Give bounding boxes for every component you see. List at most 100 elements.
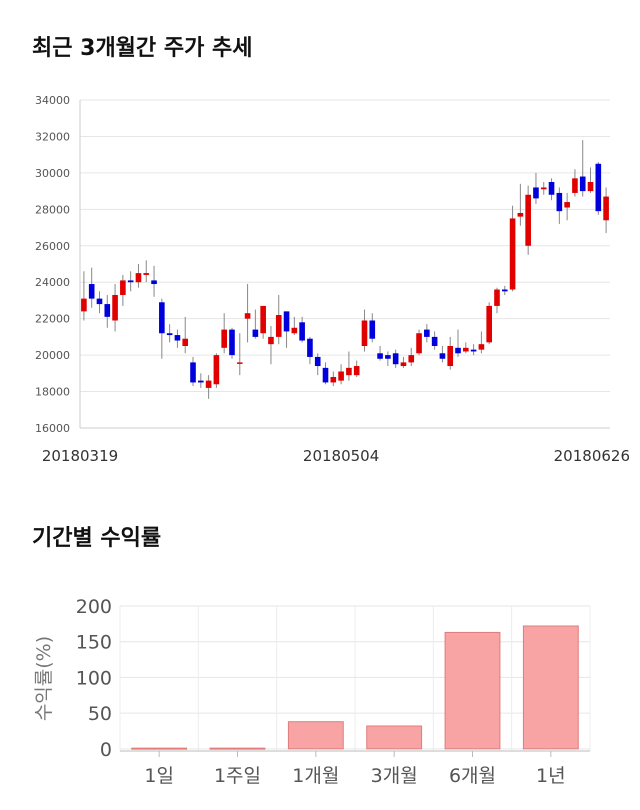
candle-body — [135, 273, 142, 283]
x-tick-label: 1일 — [144, 765, 174, 787]
y-tick-label: 0 — [100, 739, 112, 761]
y-tick-label: 50 — [88, 703, 112, 725]
candle-body — [486, 305, 492, 343]
candle-body — [205, 380, 212, 388]
candle-body — [548, 182, 555, 195]
x-tick-label: 3개월 — [371, 765, 418, 787]
candle-body — [416, 333, 422, 354]
candle-body — [229, 329, 235, 356]
candle-body — [540, 187, 547, 190]
y-tick-label: 28000 — [35, 203, 70, 216]
candle-body — [283, 311, 290, 332]
x-tick-label: 20180504 — [303, 447, 379, 465]
candle-body — [455, 347, 461, 354]
x-tick-label: 1개월 — [292, 765, 339, 787]
candle-body — [166, 333, 173, 336]
candle-body — [587, 182, 594, 192]
return-bar — [366, 725, 423, 750]
candle-body — [385, 355, 391, 359]
candle-body — [447, 346, 454, 367]
candle-body — [151, 280, 157, 285]
candle-body — [252, 329, 259, 337]
candle-body — [96, 298, 103, 305]
candle-body — [190, 362, 196, 383]
y-tick-label: 34000 — [35, 94, 70, 107]
y-tick-label: 26000 — [35, 240, 70, 253]
candle-body — [603, 196, 609, 221]
candle-body — [525, 194, 531, 246]
y-tick-label: 18000 — [35, 386, 70, 399]
y-axis-label: 수익률(%) — [33, 636, 55, 721]
candle-body — [143, 273, 150, 275]
candle-body — [307, 338, 313, 357]
candle-body — [470, 349, 477, 352]
returns-chart-title: 기간별 수익률 — [32, 526, 162, 551]
candle-body — [159, 302, 165, 334]
candle-body — [268, 336, 274, 345]
returns-bar-chart: 0 50 100 150 200 1일 1주일 1개월 3개월 6개월 1년 수익률(%) — [33, 596, 591, 787]
candle-body — [88, 284, 95, 299]
candle-body — [392, 353, 399, 365]
candle-body — [439, 353, 446, 359]
candle-body — [104, 304, 111, 317]
x-tick-label: 1년 — [536, 765, 566, 787]
y-tick-label: 100 — [76, 667, 112, 689]
return-bar — [444, 631, 501, 750]
y-tick-label: 200 — [76, 596, 112, 618]
candle-body — [494, 289, 500, 306]
candle-body — [81, 298, 87, 312]
candle-body — [501, 289, 508, 292]
y-tick-label: 30000 — [35, 167, 70, 180]
return-bar — [522, 625, 579, 750]
x-tick-label: 20180626 — [554, 447, 630, 465]
candle-body — [314, 356, 321, 367]
y-tick-label: 150 — [76, 632, 112, 654]
candle-body — [400, 362, 407, 367]
candle-body — [330, 376, 337, 383]
candle-body — [174, 335, 181, 341]
candle-body — [478, 344, 485, 350]
return-bar — [131, 747, 188, 750]
price-chart-title: 최근 3개월간 주가 추세 — [32, 36, 253, 61]
candle-body — [346, 367, 352, 376]
candle-body — [556, 192, 563, 212]
candle-body — [361, 320, 368, 346]
candle-body — [127, 280, 134, 283]
candle-body — [275, 315, 282, 337]
candle-body — [291, 327, 298, 334]
candle-body — [299, 322, 305, 341]
x-tick-label: 6개월 — [449, 765, 496, 787]
candle-body — [517, 212, 524, 217]
candle-body — [182, 338, 189, 346]
x-tick-label: 1주일 — [214, 765, 261, 787]
candle-body — [236, 362, 243, 364]
candle-body — [338, 371, 344, 381]
candlestick-chart: 16000 18000 20000 22000 24000 26000 28000 30000… — [35, 94, 630, 465]
candle-body — [424, 329, 430, 337]
candle-body — [408, 355, 415, 363]
y-tick-label: 32000 — [35, 130, 70, 143]
candle-body — [322, 367, 329, 383]
y-tick-label: 24000 — [35, 276, 70, 289]
candle-body — [564, 202, 570, 208]
candle-body — [369, 320, 376, 339]
candle-body — [533, 187, 539, 199]
candle-body — [572, 178, 578, 193]
candle-body — [260, 305, 266, 334]
x-tick-label: 20180319 — [42, 447, 118, 465]
candle-body — [595, 163, 602, 212]
candle-body — [509, 218, 516, 290]
return-bar — [287, 721, 344, 750]
y-tick-label: 20000 — [35, 349, 70, 362]
candle-body — [112, 294, 118, 321]
candle-body — [120, 280, 126, 295]
candle-body — [431, 336, 438, 346]
y-tick-label: 22000 — [35, 313, 70, 326]
candle-body — [221, 329, 227, 348]
candle-body — [353, 366, 360, 376]
candle-body — [579, 176, 586, 192]
return-bar — [209, 747, 266, 750]
candle-body — [213, 355, 220, 385]
y-tick-label: 16000 — [35, 422, 70, 435]
candle-body — [198, 380, 204, 383]
